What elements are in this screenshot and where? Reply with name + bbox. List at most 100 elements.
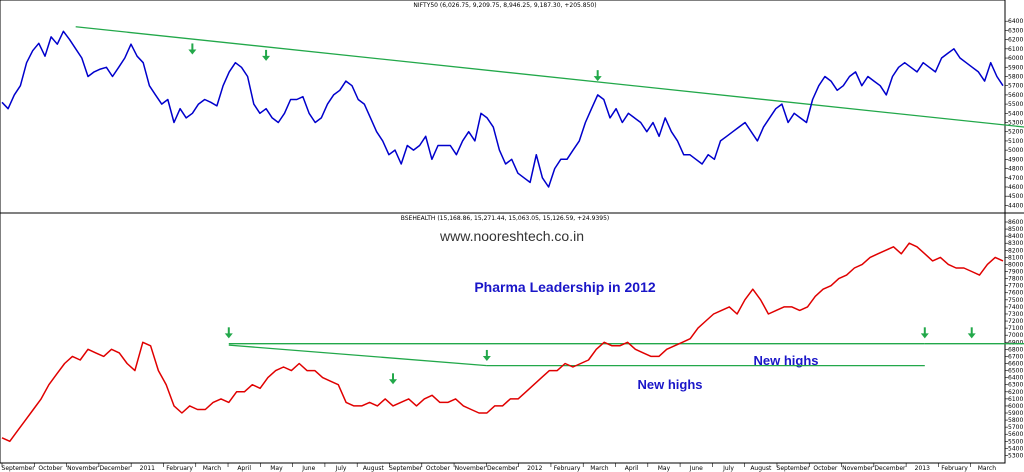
x-tick-label: November xyxy=(67,465,99,472)
nifty-header: NIFTY50 (6,026.75, 9,209.75, 8,946.25, 9… xyxy=(413,2,596,9)
trendline xyxy=(75,26,1024,128)
series-lines xyxy=(1,30,1004,443)
y-tick-label: 6400 xyxy=(1008,375,1023,382)
bsehealth-line xyxy=(1,242,1004,443)
x-tick-label: February xyxy=(941,465,968,472)
x-tick-label: October xyxy=(426,465,451,472)
y-tick-label: 7200 xyxy=(1008,318,1023,325)
y-tick-label: 5900 xyxy=(1008,64,1023,71)
y-tick-label: 5000 xyxy=(1008,147,1023,154)
y-tick-label: 6700 xyxy=(1008,353,1023,360)
x-tick-label: 2011 xyxy=(140,465,155,472)
y-tick-label: 7800 xyxy=(1008,276,1023,283)
y-tick-label: 8100 xyxy=(1008,254,1023,261)
x-tick-label: July xyxy=(722,465,734,472)
arrow-down-icon xyxy=(224,327,233,339)
y-tick-label: 6300 xyxy=(1008,27,1023,34)
y-tick-label: 5700 xyxy=(1008,424,1023,431)
x-tick-label: March xyxy=(978,465,996,472)
x-tick-label: November xyxy=(455,465,487,472)
y-tick-label: 6000 xyxy=(1008,55,1023,62)
y-axis-ticks: 6400630062006100600059005800570056005500… xyxy=(1005,18,1023,459)
y-tick-label: 6200 xyxy=(1008,389,1023,396)
x-tick-label: April xyxy=(625,465,639,472)
x-tick-label: 2012 xyxy=(527,465,542,472)
y-tick-label: 5300 xyxy=(1008,120,1023,127)
y-tick-label: 6000 xyxy=(1008,403,1023,410)
annotation-title: Pharma Leadership in 2012 xyxy=(474,279,656,295)
y-tick-label: 6400 xyxy=(1008,18,1023,25)
y-tick-label: 7500 xyxy=(1008,297,1023,304)
y-tick-label: 5400 xyxy=(1008,110,1023,117)
y-tick-label: 5700 xyxy=(1008,83,1023,90)
y-tick-label: 8000 xyxy=(1008,261,1023,268)
y-tick-label: 5100 xyxy=(1008,138,1023,145)
arrow-down-icon xyxy=(262,49,271,61)
y-tick-label: 5200 xyxy=(1008,129,1023,136)
annotation-new-highs-2: New highs xyxy=(753,353,818,368)
health-header: BSEHEALTH (15,168.86, 15,271.44, 15,063.… xyxy=(401,215,610,222)
x-tick-label: February xyxy=(166,465,193,472)
y-tick-label: 6600 xyxy=(1008,360,1023,367)
y-tick-label: 4700 xyxy=(1008,175,1023,182)
y-tick-label: 7300 xyxy=(1008,311,1023,318)
y-tick-label: 7900 xyxy=(1008,269,1023,276)
x-tick-label: October xyxy=(38,465,63,472)
y-tick-label: 5500 xyxy=(1008,438,1023,445)
arrow-down-icon xyxy=(920,327,929,339)
y-tick-label: 7700 xyxy=(1008,283,1023,290)
y-tick-label: 5400 xyxy=(1008,445,1023,452)
y-tick-label: 5800 xyxy=(1008,73,1023,80)
y-tick-label: 4600 xyxy=(1008,184,1023,191)
arrow-down-icon xyxy=(188,43,197,55)
x-tick-label: March xyxy=(590,465,608,472)
y-tick-label: 7600 xyxy=(1008,290,1023,297)
x-tick-label: April xyxy=(237,465,251,472)
y-tick-label: 8300 xyxy=(1008,240,1023,247)
y-tick-label: 8600 xyxy=(1008,219,1023,226)
x-tick-label: August xyxy=(363,465,385,472)
y-tick-label: 6300 xyxy=(1008,382,1023,389)
x-tick-label: August xyxy=(750,465,772,472)
y-tick-label: 6200 xyxy=(1008,37,1023,44)
x-tick-label: July xyxy=(335,465,347,472)
markers xyxy=(188,43,976,385)
x-tick-label: September xyxy=(2,465,36,472)
x-tick-label: December xyxy=(874,465,906,472)
y-tick-label: 6500 xyxy=(1008,368,1023,375)
y-tick-label: 7000 xyxy=(1008,332,1023,339)
x-axis: September October November December 2011 Febr… xyxy=(2,463,996,472)
x-tick-label: May xyxy=(270,465,283,472)
watermark: www.nooreshtech.co.in xyxy=(439,228,584,244)
x-tick-label: February xyxy=(554,465,581,472)
y-tick-label: 6800 xyxy=(1008,346,1023,353)
y-tick-label: 8400 xyxy=(1008,233,1023,240)
y-tick-label: 7100 xyxy=(1008,325,1023,332)
x-tick-label: June xyxy=(301,465,315,472)
arrow-down-icon xyxy=(482,349,491,361)
x-tick-label: March xyxy=(203,465,221,472)
y-tick-label: 6900 xyxy=(1008,339,1023,346)
y-tick-label: 8200 xyxy=(1008,247,1023,254)
x-tick-label: November xyxy=(842,465,874,472)
y-tick-label: 4800 xyxy=(1008,166,1023,173)
x-tick-label: October xyxy=(813,465,838,472)
x-tick-label: 2013 xyxy=(915,465,930,472)
y-tick-label: 5800 xyxy=(1008,417,1023,424)
y-tick-label: 6100 xyxy=(1008,396,1023,403)
x-tick-label: May xyxy=(658,465,671,472)
y-tick-label: 5600 xyxy=(1008,92,1023,99)
y-tick-label: 7400 xyxy=(1008,304,1023,311)
trendlines xyxy=(75,26,1024,367)
x-tick-label: September xyxy=(777,465,811,472)
y-tick-label: 8500 xyxy=(1008,226,1023,233)
y-tick-label: 5500 xyxy=(1008,101,1023,108)
y-tick-label: 4500 xyxy=(1008,193,1023,200)
y-tick-label: 5900 xyxy=(1008,410,1023,417)
y-tick-label: 6100 xyxy=(1008,46,1023,53)
y-tick-label: 5600 xyxy=(1008,431,1023,438)
trendline xyxy=(228,344,487,367)
y-tick-label: 4400 xyxy=(1008,202,1023,209)
nifty-line xyxy=(1,30,1004,188)
